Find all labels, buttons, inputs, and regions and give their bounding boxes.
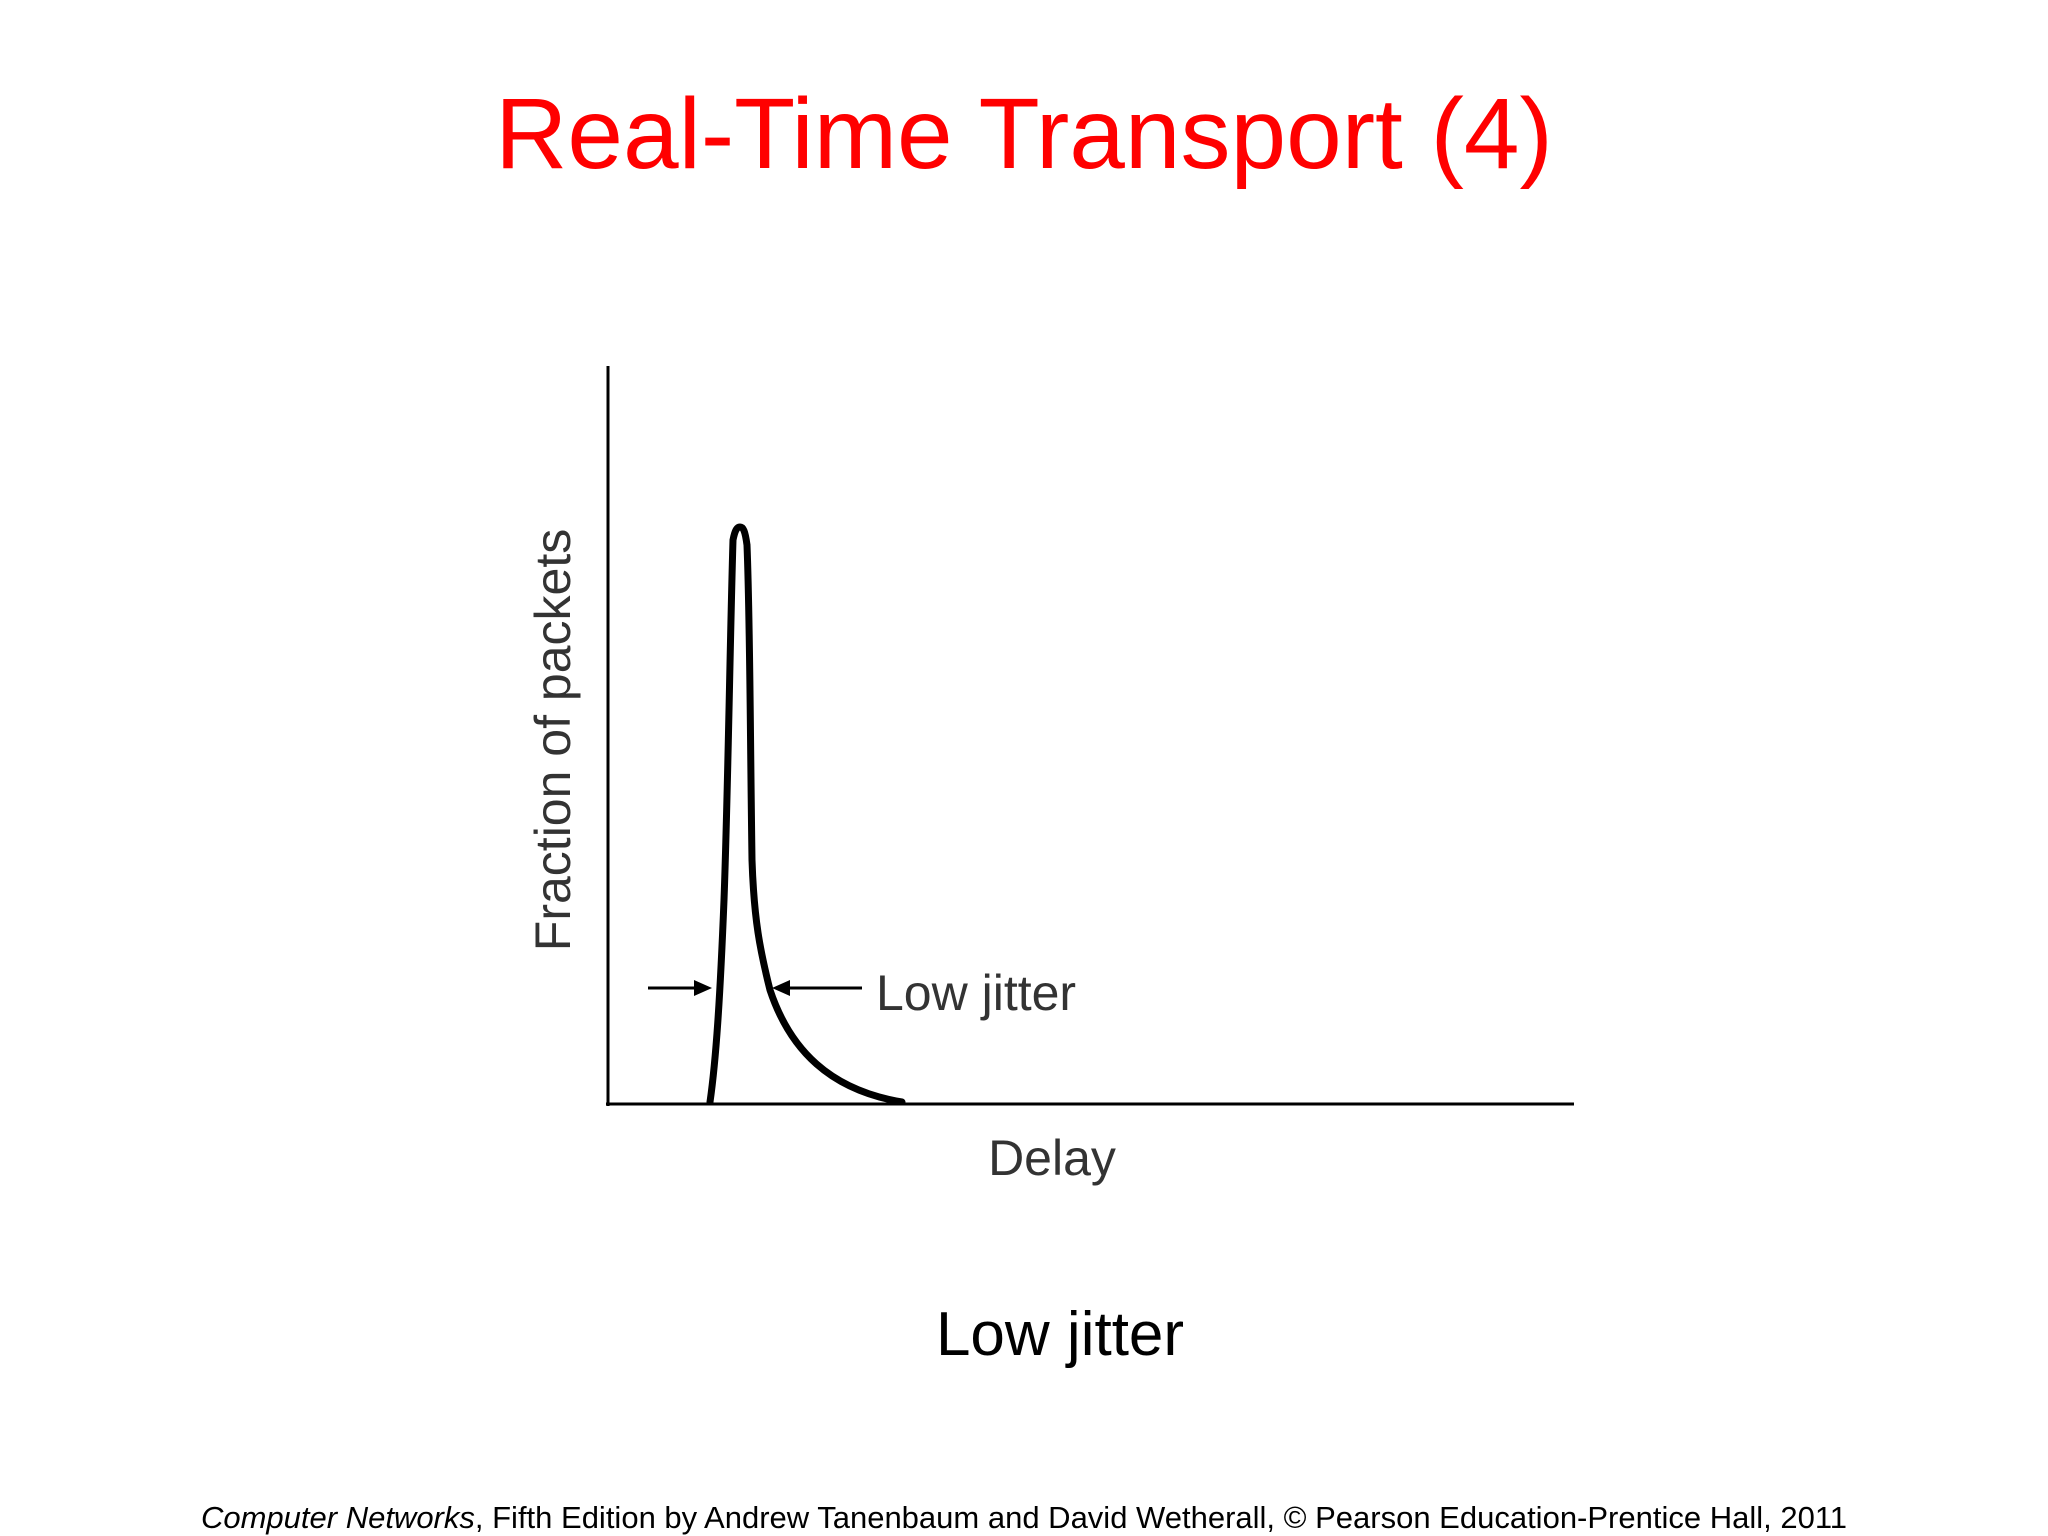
- jitter-width-arrow-right: [772, 980, 862, 996]
- y-axis-label: Fraction of packets: [525, 529, 581, 951]
- footer-book-title: Computer Networks: [200, 1500, 475, 1535]
- delay-distribution-curve: [706, 523, 906, 1106]
- slide-caption: Low jitter: [935, 1300, 1185, 1369]
- footer-credit: Computer Networks, Fifth Edition by Andr…: [0, 1500, 2048, 1536]
- footer-credit-text: , Fifth Edition by Andrew Tanenbaum and …: [474, 1500, 1848, 1535]
- x-axis-label: Delay: [988, 1130, 1116, 1186]
- slide-title: Real-Time Transport (4): [495, 78, 1553, 190]
- jitter-annotation: Low jitter: [876, 965, 1076, 1021]
- jitter-width-arrow-left: [648, 980, 712, 996]
